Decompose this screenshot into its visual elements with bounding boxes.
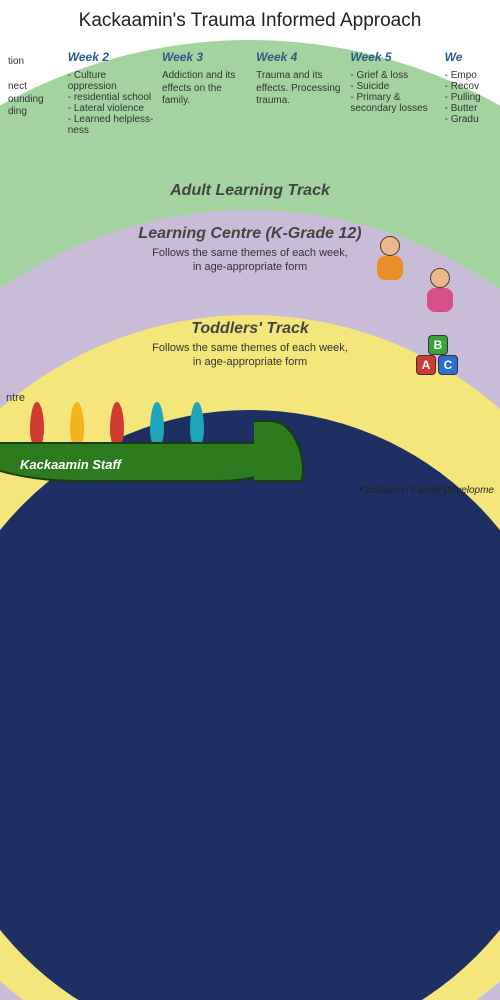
week-row: tionnectoundingding Week 2 Culture oppre… <box>0 50 500 136</box>
child-illustration <box>420 268 460 318</box>
canoe-label: Kackaamin Staff <box>20 457 121 472</box>
canoe-illustration: Kackaamin Staff <box>0 402 300 482</box>
week-col: We Empo Recov Pulling Butter Gradu <box>441 50 496 136</box>
footer-credit: Kackaamin Family Developme <box>359 485 494 496</box>
adult-track-label: Adult Learning Track <box>0 182 500 200</box>
learning-centre-label: Learning Centre (K-Grade 12) <box>0 225 500 243</box>
page-title: Kackaamin's Trauma Informed Approach <box>0 0 500 36</box>
week-header: Week 2 <box>68 50 154 64</box>
week-col: Week 3 Addiction and its effects on the … <box>158 50 252 136</box>
week-col: Week 5 Grief & loss Suicide Primary & se… <box>346 50 440 136</box>
week-text: tionnectoundingding <box>8 56 60 119</box>
week-col: Week 4 Trauma and its effects. Processin… <box>252 50 346 136</box>
week-bullets: Culture oppression residential school La… <box>68 70 154 136</box>
week-header: Week 5 <box>350 50 436 64</box>
week-bullets: Grief & loss Suicide Primary & secondary… <box>350 70 436 114</box>
week-bullets: Empo Recov Pulling Butter Gradu <box>445 70 492 125</box>
week-header: We <box>445 50 492 64</box>
child-illustration <box>370 236 410 286</box>
week-text: Trauma and its effects. Processing traum… <box>256 70 342 108</box>
blocks-illustration: B A C <box>416 335 460 375</box>
week-header: Week 3 <box>162 50 248 64</box>
week-col: Week 2 Culture oppression residential sc… <box>64 50 158 136</box>
week-text: Addiction and its effects on the family. <box>162 70 248 108</box>
week-col: tionnectoundingding <box>4 50 64 136</box>
arc-water <box>0 410 500 1000</box>
week-header: Week 4 <box>256 50 342 64</box>
